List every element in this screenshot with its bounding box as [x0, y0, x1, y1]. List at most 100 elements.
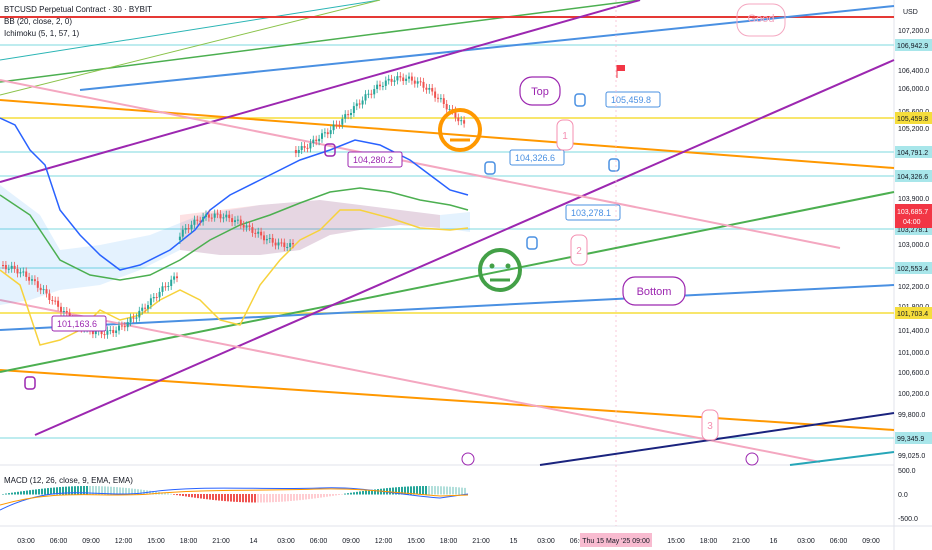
macd-histogram-bar — [113, 486, 115, 495]
macd-histogram-bar — [206, 494, 208, 500]
macd-histogram-bar — [275, 494, 277, 503]
faded-bubble-label: Good — [748, 13, 775, 25]
y-tick-label: 106,400.0 — [898, 68, 929, 75]
macd-histogram-bar — [239, 494, 241, 503]
candle-body — [315, 139, 318, 142]
trend-line — [0, 0, 381, 96]
annotation-bubble-label: Bottom — [637, 286, 672, 298]
macd-histogram-bar — [215, 494, 217, 501]
macd-histogram-bar — [251, 494, 253, 503]
candle-body — [341, 118, 344, 125]
macd-histogram-bar — [140, 489, 142, 495]
candle-body — [251, 227, 254, 233]
candle-body — [213, 213, 216, 218]
x-tick-label: 21:00 — [732, 538, 750, 545]
x-tick-label: 09:00 — [342, 538, 360, 545]
macd-histogram-bar — [164, 492, 166, 495]
candle-body — [60, 306, 62, 312]
candle-body — [364, 94, 367, 101]
macd-histogram-bar — [347, 493, 349, 495]
candle-body — [350, 112, 352, 116]
candle-body — [280, 242, 283, 244]
macd-histogram-bar — [5, 493, 7, 495]
macd-histogram-bar — [338, 494, 340, 495]
candle-body — [254, 232, 257, 234]
chart-legend: BTCUSD Perpetual Contract · 30 · BYBIT B… — [4, 4, 152, 40]
macd-histogram-bar — [392, 487, 394, 495]
symbol-title[interactable]: BTCUSD Perpetual Contract · 30 · BYBIT — [4, 5, 153, 14]
candle-body — [408, 76, 410, 79]
candle-body — [33, 279, 36, 282]
candle-body — [123, 326, 126, 328]
candle-body — [120, 325, 123, 327]
candle-body — [274, 242, 277, 246]
macd-histogram-bar — [149, 490, 151, 495]
ichimoku-indicator-label[interactable]: Ichimoku (5, 1, 57, 1) — [4, 29, 80, 38]
angry-face-icon — [438, 108, 482, 152]
trend-line — [0, 0, 381, 61]
candle-body — [39, 287, 42, 291]
candle-body — [405, 78, 408, 81]
macd-histogram-bar — [221, 494, 223, 501]
macd-histogram-bar — [176, 494, 178, 496]
x-tick-label: 15:00 — [147, 538, 165, 545]
bb-indicator-label[interactable]: BB (20, close, 2, 0) — [4, 17, 73, 26]
macd-histogram-bar — [425, 486, 427, 495]
macd-histogram-bar — [89, 486, 91, 495]
x-tick-label: 12:00 — [115, 538, 133, 545]
candle-body — [106, 330, 109, 335]
macd-histogram-bar — [47, 488, 49, 495]
y-tick-label: 106,000.0 — [898, 86, 929, 93]
x-tick-label: 18:00 — [440, 538, 458, 545]
candle-body — [193, 219, 196, 225]
macd-histogram-bar — [329, 494, 331, 497]
macd-histogram-bar — [437, 486, 439, 495]
macd-indicator-label[interactable]: MACD (12, 26, close, 9, EMA, EMA) — [4, 476, 133, 485]
y-axis-currency: USD — [903, 9, 918, 16]
macd-histogram-bar — [368, 490, 370, 495]
macd-histogram-bar — [35, 489, 37, 495]
candle-body — [257, 231, 260, 234]
candle-body — [437, 97, 439, 99]
candle-body — [271, 237, 274, 243]
price-callout-box — [605, 91, 661, 108]
candle-body — [103, 334, 106, 336]
macd-histogram-bar — [173, 494, 175, 495]
y-tick-label: 102,200.0 — [898, 284, 929, 291]
candle-body — [57, 300, 60, 307]
candle-body — [463, 120, 466, 124]
candle-body — [219, 214, 222, 219]
candle-body — [190, 224, 193, 230]
candle-body — [132, 317, 135, 319]
macd-histogram-bar — [56, 487, 58, 495]
candle-body — [199, 220, 202, 222]
x-tick-label: 03:00 — [797, 538, 815, 545]
candle-body — [149, 298, 152, 306]
current-price-label: 103,685.7 — [897, 209, 928, 216]
macd-histogram-bar — [59, 487, 61, 495]
macd-histogram-bar — [308, 494, 310, 500]
candle-body — [323, 132, 326, 134]
candle-body — [126, 322, 129, 328]
candle-body — [457, 117, 460, 122]
trend-line — [34, 59, 895, 436]
x-tick-label: 21:00 — [212, 538, 230, 545]
macd-histogram-bar — [128, 488, 130, 495]
wave-label: 1 — [562, 131, 568, 142]
macd-histogram-bar — [416, 486, 418, 495]
candle-body — [147, 305, 149, 309]
candle-body — [28, 276, 31, 281]
price-level-tag — [895, 146, 932, 158]
candle-body — [321, 133, 323, 139]
x-tick-label: 12:00 — [375, 538, 393, 545]
candle-body — [352, 106, 355, 113]
neutral-face-eye — [505, 263, 511, 269]
candle-body — [381, 85, 384, 87]
macd-histogram-bar — [236, 494, 238, 502]
candle-body — [144, 307, 147, 309]
lightning-icon — [461, 452, 475, 466]
price-axis-bg — [894, 0, 932, 550]
candle-body — [184, 228, 187, 230]
macd-histogram-bar — [185, 494, 187, 497]
